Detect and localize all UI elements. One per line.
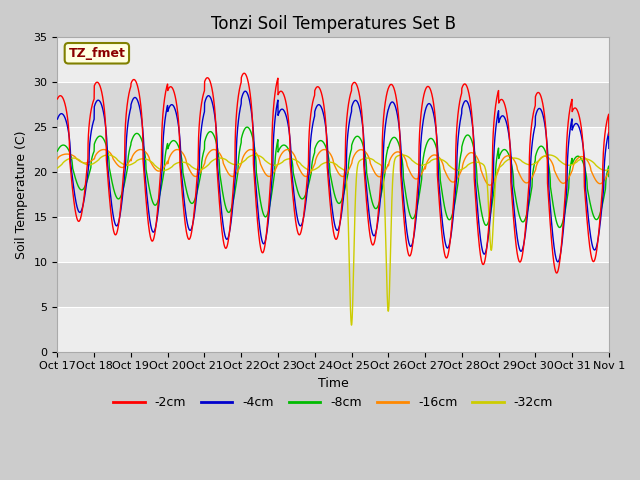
X-axis label: Time: Time bbox=[318, 377, 349, 390]
Text: TZ_fmet: TZ_fmet bbox=[68, 47, 125, 60]
Title: Tonzi Soil Temperatures Set B: Tonzi Soil Temperatures Set B bbox=[211, 15, 456, 33]
Bar bbox=[58, 217, 609, 262]
Y-axis label: Soil Temperature (C): Soil Temperature (C) bbox=[15, 130, 28, 259]
Bar bbox=[58, 307, 609, 351]
Legend: -2cm, -4cm, -8cm, -16cm, -32cm: -2cm, -4cm, -8cm, -16cm, -32cm bbox=[108, 391, 558, 414]
Bar bbox=[58, 127, 609, 172]
Bar bbox=[58, 37, 609, 82]
